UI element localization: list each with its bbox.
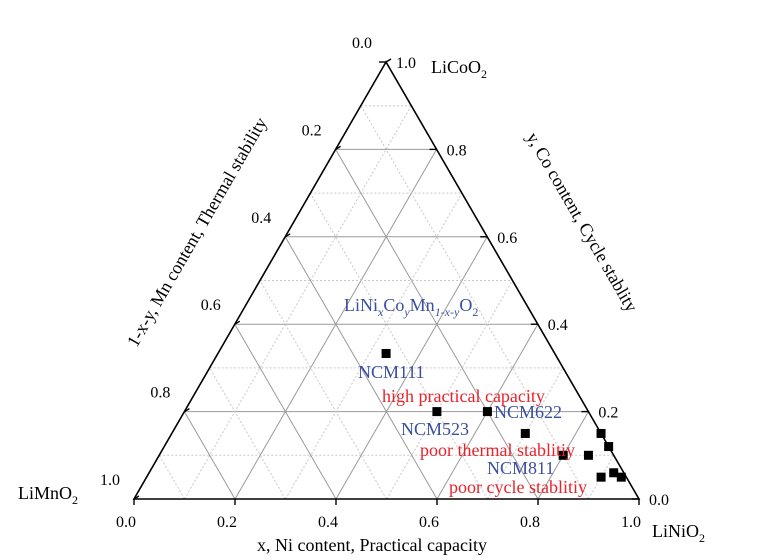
data-point — [482, 407, 492, 417]
grid-line — [284, 236, 438, 500]
vertex-label-bottom-right: LiNiO2 — [652, 521, 705, 545]
formula-annotation: LiNixCoyMn1-x-yO2 — [344, 295, 478, 319]
grid-line — [183, 411, 236, 500]
tick-label: 1.0 — [621, 514, 641, 531]
label-poor-thermal-stability: poor thermal stablitiy — [420, 440, 575, 460]
triangle-frame — [132, 60, 641, 500]
data-points — [381, 348, 626, 482]
grid-line — [487, 367, 564, 500]
grid-lines — [158, 105, 615, 500]
label-ncm111: NCM111 — [358, 362, 425, 382]
tick-marks — [133, 58, 640, 505]
tick-mark — [385, 58, 392, 63]
grid-line — [158, 455, 185, 500]
tick-label: 0.2 — [598, 405, 618, 422]
tick-label: 0.6 — [419, 514, 439, 531]
grid-line — [309, 192, 488, 500]
tick-label: 0.0 — [649, 492, 669, 509]
data-point — [583, 450, 593, 460]
label-poor-cycle-stability: poor cycle stablitiy — [449, 477, 587, 497]
tick-label: 0.8 — [520, 514, 540, 531]
data-point — [596, 472, 606, 482]
data-point — [609, 468, 619, 478]
tick-label: 0.0 — [352, 35, 372, 52]
tick-label: 1.0 — [100, 472, 120, 489]
tick-label: 0.8 — [447, 142, 467, 159]
right-axis-title: y, Co content, Cycle stablity — [523, 129, 642, 316]
tick-label: 0.2 — [217, 514, 237, 531]
label-ncm811: NCM811 — [487, 458, 554, 478]
data-point — [616, 472, 626, 482]
tick-labels: 0.0 0.2 0.4 0.6 0.8 1.0 0.0 0.2 0.4 0.6 0.8 1.0 0.0 0… — [100, 35, 669, 531]
grid-line — [209, 367, 286, 500]
grid-line — [285, 192, 463, 500]
tick-label: 0.0 — [116, 514, 136, 531]
data-point — [520, 428, 530, 438]
tick-label: 1.0 — [396, 55, 416, 72]
tick-label: 0.6 — [201, 297, 221, 314]
label-high-practical-capacity: high practical capacity — [382, 386, 545, 406]
vertex-label-bottom-left: LiMnO2 — [18, 483, 78, 507]
data-point — [381, 348, 391, 358]
tick-label: 0.8 — [150, 385, 170, 402]
label-ncm622: NCM622 — [494, 402, 562, 422]
grid-line — [234, 323, 337, 500]
tick-label: 0.2 — [302, 122, 322, 139]
tick-label: 0.4 — [548, 317, 568, 334]
bottom-axis-title: x, Ni content, Practical capacity — [257, 535, 487, 555]
data-point — [558, 450, 568, 460]
left-axis-title: 1-x-y, Mn content, Thermal stability — [123, 114, 271, 350]
data-point — [432, 407, 442, 417]
tick-label: 0.6 — [497, 230, 517, 247]
tick-label: 0.4 — [251, 210, 271, 227]
tick-label: 0.4 — [318, 514, 338, 531]
label-ncm523: NCM523 — [401, 419, 469, 439]
vertex-label-top: LiCoO2 — [431, 57, 487, 81]
data-point — [604, 442, 614, 452]
data-point — [596, 428, 606, 438]
